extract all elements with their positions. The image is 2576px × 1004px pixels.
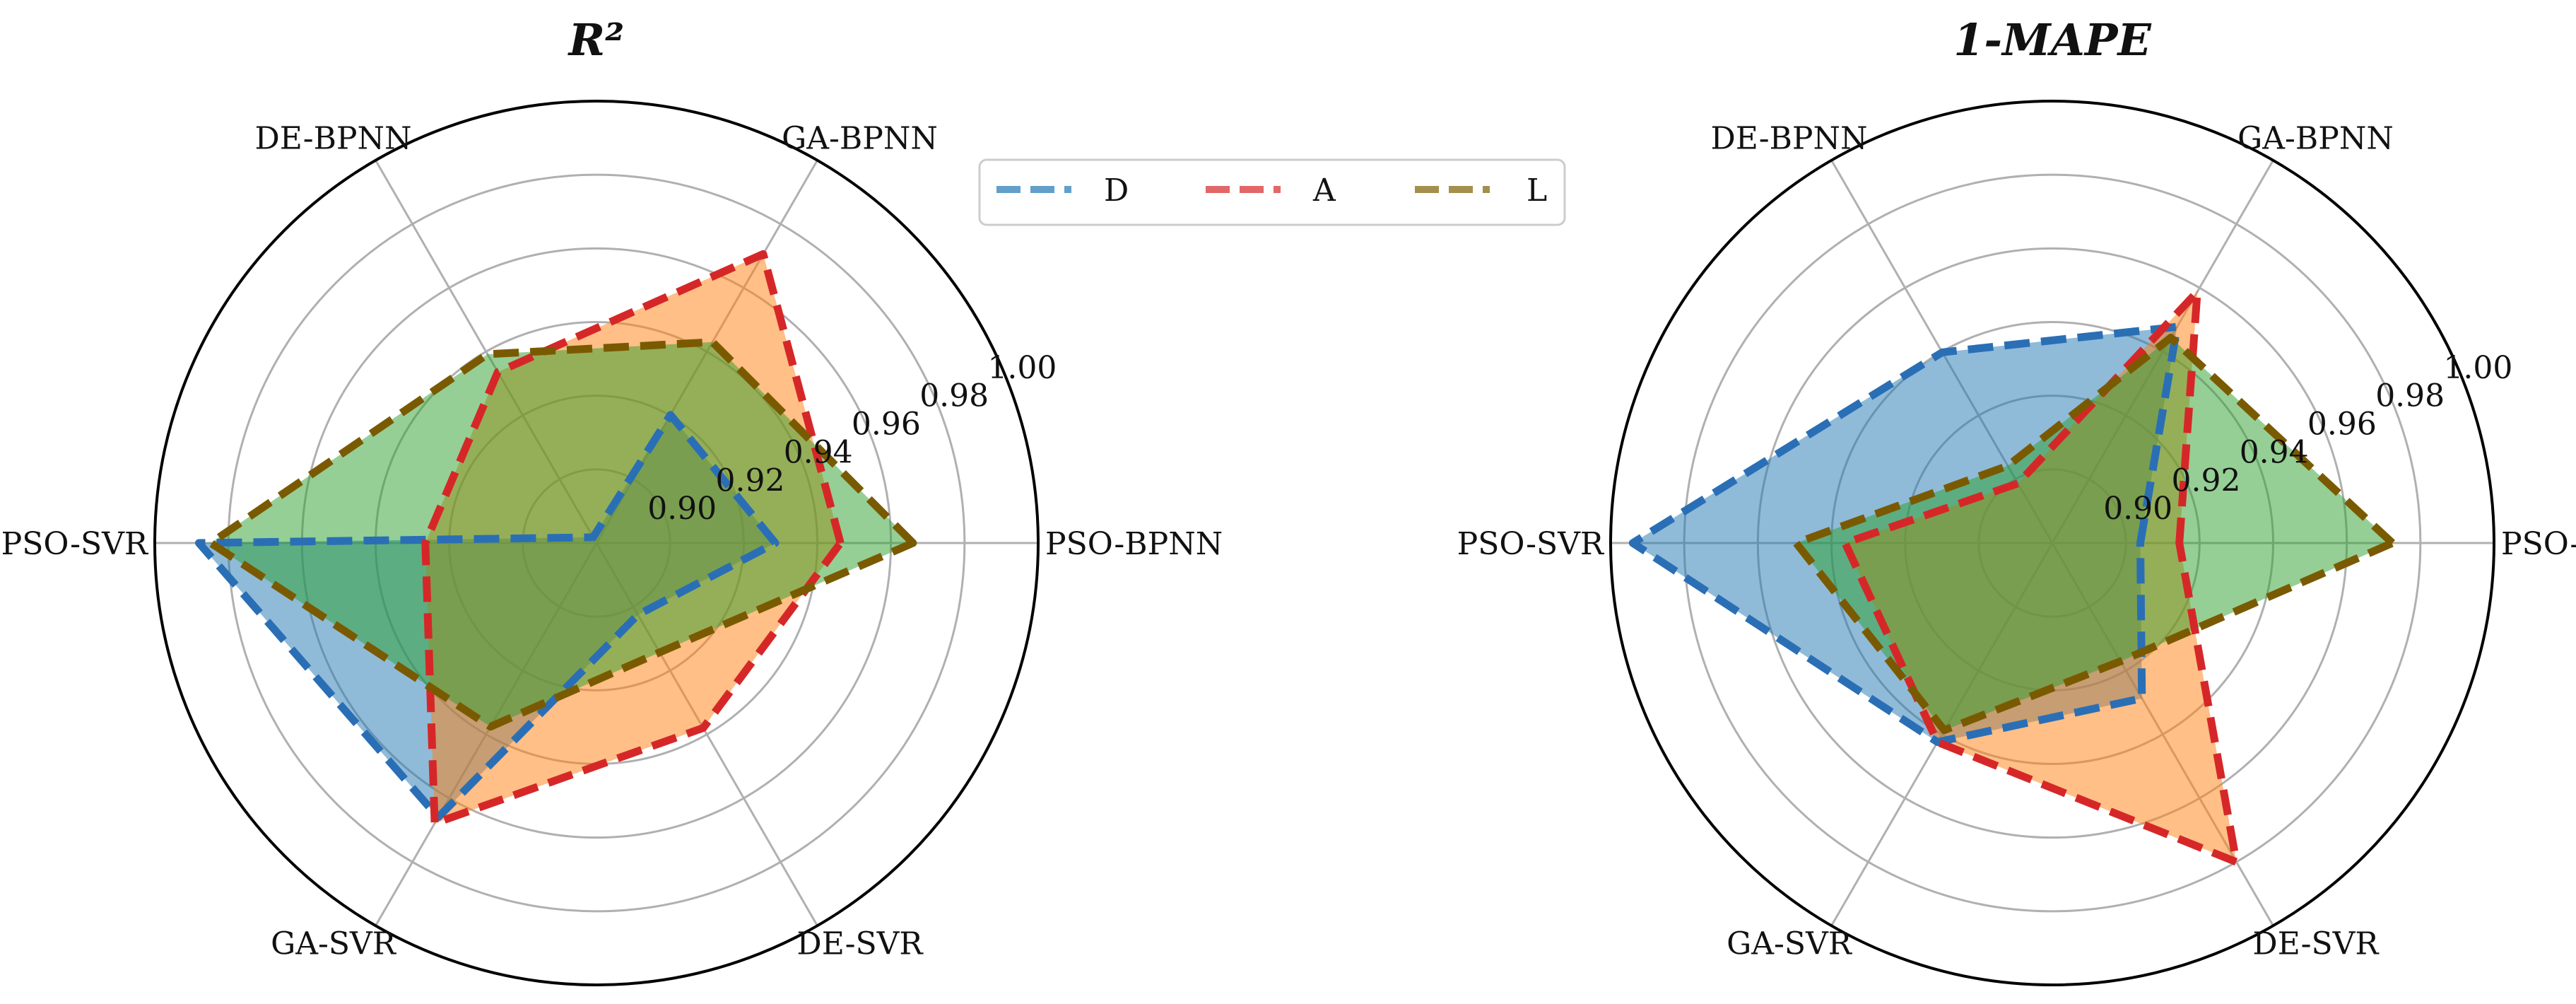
data-point-d-de-svr [637, 614, 639, 615]
legend: D A L [978, 158, 1566, 226]
data-point-a-ga-bpnn [2196, 291, 2198, 293]
outer-frame [1609, 100, 2495, 986]
data-point-d-pso-bpnn [775, 542, 776, 544]
category-label-ga-svr: GA-SVR [1727, 926, 1853, 962]
category-label-de-svr: DE-SVR [2252, 926, 2380, 962]
data-point-l-de-bpnn [2007, 465, 2009, 467]
series-fills [1633, 291, 2393, 863]
data-point-l-ga-svr [490, 726, 491, 728]
data-point-a-pso-bpnn [840, 542, 841, 544]
data-point-l-de-svr [2120, 660, 2122, 662]
legend-label-a: A [1312, 173, 1336, 209]
tick-label: 0.98 [2375, 378, 2445, 414]
data-point-d-de-svr [2141, 698, 2143, 699]
tick-label: 0.92 [2172, 462, 2241, 498]
data-point-l-pso-bpnn [2392, 542, 2393, 544]
radar-frame [1609, 100, 2495, 986]
chart-title-1-mape: 1-MAPE [1953, 14, 2151, 66]
tick-label: 0.92 [716, 462, 785, 498]
category-labels: PSO-BPNN GA-BPNN DE-BPNN PSO-SVR GA-SVR DE-SV… [1457, 121, 2576, 962]
legend-label-d: D [1104, 173, 1129, 209]
legend-item-l: L [1415, 173, 1547, 209]
data-point-l-pso-bpnn [912, 542, 914, 544]
category-label-pso-svr: PSO-SVR [1457, 526, 1605, 562]
category-label-pso-bpnn: PSO-BPNN [1045, 526, 1223, 562]
tick-label: 0.98 [919, 378, 989, 414]
radar-frame [153, 100, 1040, 986]
data-point-a-pso-bpnn [2179, 542, 2180, 544]
data-point-a-de-svr [2235, 861, 2237, 863]
series-lines [1628, 288, 2396, 866]
chart-title-r2: R² [567, 14, 625, 66]
tick-label: 1.00 [2443, 350, 2512, 386]
legend-label-l: L [1527, 173, 1547, 209]
radial-tick-labels: 0.900.920.940.960.981.00 [2103, 350, 2512, 527]
radial-tick-labels: 0.900.920.940.960.981.00 [647, 350, 1057, 527]
data-point-l-de-svr [659, 652, 660, 653]
data-point-d-ga-bpnn [670, 414, 671, 416]
series-fill-l [1796, 337, 2393, 730]
tick-label: 0.90 [647, 491, 717, 527]
data-point-l-de-bpnn [487, 354, 488, 355]
category-label-de-bpnn: DE-BPNN [1710, 121, 1867, 157]
tick-label: 0.94 [784, 434, 853, 470]
tick-label: 0.96 [2307, 407, 2377, 443]
outer-frame [153, 100, 1040, 986]
category-labels: PSO-BPNN GA-BPNN DE-BPNN PSO-SVR GA-SVR DE-SV… [1, 121, 1223, 962]
tick-label: 1.00 [987, 350, 1057, 386]
category-label-pso-svr: PSO-SVR [1, 526, 149, 562]
radar-chart-r2: R² 0.900.920.940.960.981.00 PSO-BPNN GA-B… [1, 14, 1223, 986]
data-point-d-de-bpnn [1941, 351, 1943, 353]
category-label-ga-bpnn: GA-BPNN [782, 121, 938, 157]
tick-label: 0.90 [2103, 491, 2172, 527]
series-lines [195, 250, 917, 827]
category-label-pso-bpnn: PSO-BPNN [2501, 526, 2576, 562]
legend-item-d: D [996, 173, 1129, 209]
data-point-l-ga-bpnn [2170, 337, 2172, 338]
category-label-de-svr: DE-SVR [796, 926, 924, 962]
category-label-de-bpnn: DE-BPNN [254, 121, 411, 157]
category-label-ga-svr: GA-SVR [271, 926, 397, 962]
radar-chart-1-mape: 1-MAPE 0.900.920.940.960.981.00 PSO-BPNN… [1457, 14, 2576, 986]
legend-box [978, 158, 1566, 226]
legend-item-a: A [1206, 173, 1336, 209]
data-point-d-pso-bpnn [2140, 542, 2141, 544]
tick-label: 0.96 [852, 407, 921, 443]
category-label-ga-bpnn: GA-BPNN [2237, 121, 2394, 157]
tick-label: 0.94 [2240, 434, 2309, 470]
